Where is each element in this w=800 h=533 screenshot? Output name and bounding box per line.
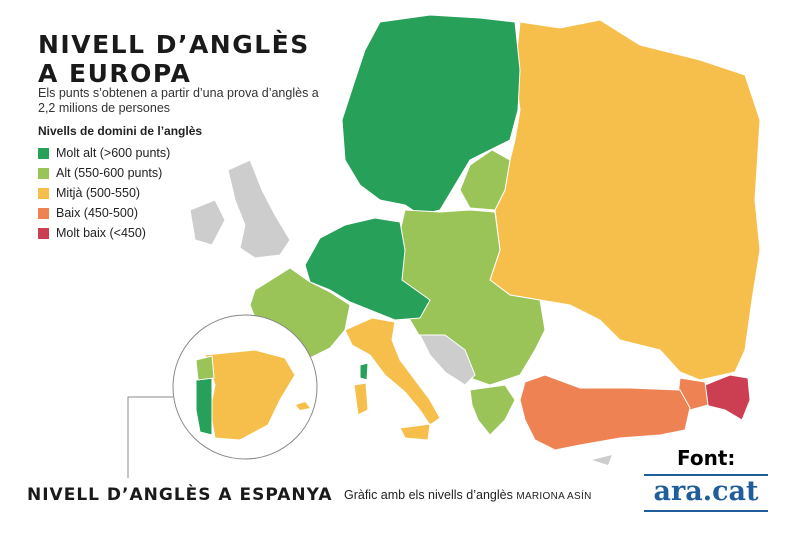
region-baltics: [459, 149, 511, 211]
region-galicia: [195, 355, 215, 381]
source-logo[interactable]: ara.cat: [644, 474, 768, 512]
inset-connector-line: [127, 396, 173, 478]
legend-item-very-high: Molt alt (>600 punts): [38, 143, 170, 163]
region-turkey: [519, 374, 691, 451]
region-germany: [304, 217, 431, 321]
legend-swatch: [38, 147, 49, 159]
legend-item-medium: Mitjà (500-550): [38, 183, 170, 203]
legend-item-very-low: Molt baix (<450): [38, 223, 170, 243]
caption-text: Gràfic amb els nivells d’anglès: [344, 488, 513, 502]
region-italy: [344, 317, 441, 426]
legend-label: Alt (550-600 punts): [56, 166, 163, 180]
legend-label: Mitjà (500-550): [56, 186, 141, 200]
legend-swatch: [38, 207, 49, 219]
region-cyprus: [592, 455, 612, 465]
region-corsica: [359, 362, 369, 381]
region-ireland: [189, 199, 226, 246]
legend-label: Molt alt (>600 punts): [56, 146, 171, 160]
legend: Molt alt (>600 punts) Alt (550-600 punts…: [38, 143, 170, 243]
caption-author: MARIONA ASÍN: [516, 491, 592, 502]
legend-swatch: [38, 187, 49, 199]
inset-title: NIVELL D’ANGLÈS A ESPANYA: [27, 485, 333, 505]
legend-label: Baix (450-500): [56, 206, 138, 220]
source-label: Font:: [677, 446, 736, 470]
legend-item-high: Alt (550-600 punts): [38, 163, 170, 183]
title-line-1: NIVELL D’ANGLÈS: [38, 30, 310, 59]
region-balkans-no-data: [419, 334, 476, 386]
region-uk: [227, 159, 291, 259]
legend-title: Nivells de domini de l’anglès: [38, 124, 203, 138]
region-sardinia: [353, 382, 369, 416]
caption: Gràfic amb els nivells d’anglès MARIONA …: [344, 488, 592, 502]
legend-item-low: Baix (450-500): [38, 203, 170, 223]
map-subtitle: Els punts s’obtenen a partir d’una prova…: [38, 86, 319, 115]
region-scandinavia: [341, 14, 521, 216]
region-sicily: [399, 423, 431, 441]
region-azerbaijan: [704, 374, 751, 421]
region-greece: [469, 384, 516, 436]
legend-swatch: [38, 227, 49, 239]
region-balearic: [296, 402, 310, 410]
title-line-2: A EUROPA: [38, 59, 192, 88]
legend-label: Molt baix (<450): [56, 226, 146, 240]
map-title: NIVELL D’ANGLÈS A EUROPA: [38, 30, 310, 88]
legend-swatch: [38, 167, 49, 179]
